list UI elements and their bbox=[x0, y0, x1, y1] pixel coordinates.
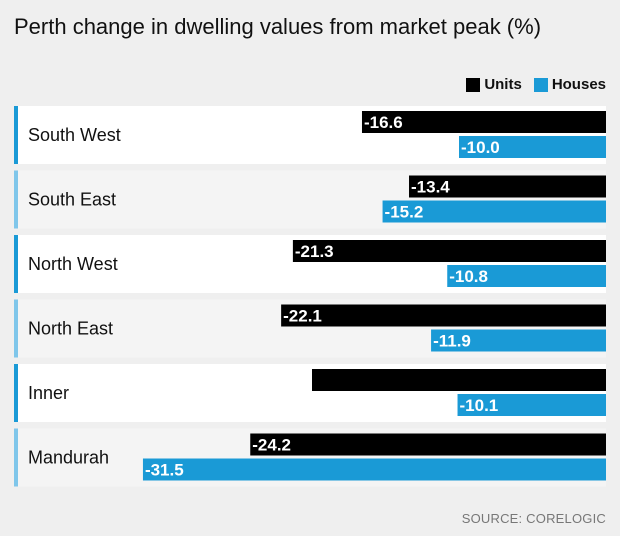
bar-units-north-west bbox=[292, 240, 606, 262]
chart-title: Perth change in dwelling values from mar… bbox=[14, 14, 542, 39]
bar-houses-south-east bbox=[382, 200, 606, 223]
bar-units-inner bbox=[312, 369, 606, 391]
row-accent-inner bbox=[14, 364, 18, 422]
legend-label-units: Units bbox=[484, 76, 522, 93]
bar-units-mandurah bbox=[250, 433, 606, 456]
bar-houses-north-west bbox=[447, 265, 606, 287]
data-label-houses-south-west: -10.0 bbox=[461, 138, 500, 157]
row-accent-south-east bbox=[14, 170, 18, 229]
bar-units-north-east bbox=[281, 304, 606, 327]
legend-item-houses: Houses bbox=[533, 76, 606, 93]
category-label-south-west: South West bbox=[28, 125, 121, 145]
bar-units-south-east bbox=[409, 175, 606, 198]
bar-houses-south-west bbox=[459, 136, 606, 158]
category-label-inner: Inner bbox=[28, 383, 69, 403]
data-label-houses-inner: -10.1 bbox=[460, 396, 499, 415]
row-accent-south-west bbox=[14, 106, 18, 164]
data-label-units-south-west: -16.6 bbox=[364, 113, 403, 132]
data-label-houses-south-east: -15.2 bbox=[385, 203, 424, 222]
legend-swatch-houses bbox=[533, 77, 548, 92]
legend-item-units: Units bbox=[466, 76, 522, 93]
source-note: SOURCE: CORELOGIC bbox=[461, 511, 606, 526]
row-accent-north-west bbox=[14, 235, 18, 293]
data-label-units-north-east: -22.1 bbox=[283, 307, 322, 326]
category-label-north-east: North East bbox=[28, 319, 113, 339]
bar-units-south-west bbox=[361, 111, 606, 133]
data-label-houses-north-west: -10.8 bbox=[449, 267, 488, 286]
category-label-north-west: North West bbox=[28, 254, 118, 274]
data-label-houses-north-east: -11.9 bbox=[433, 332, 471, 351]
legend-swatch-units bbox=[466, 77, 481, 92]
data-label-units-south-east: -13.4 bbox=[411, 178, 450, 197]
data-label-units-north-west: -21.3 bbox=[295, 242, 334, 261]
chart-legend: Units Houses bbox=[460, 76, 606, 93]
row-accent-north-east bbox=[14, 299, 18, 358]
bar-houses-mandurah bbox=[142, 458, 606, 481]
category-label-south-east: South East bbox=[28, 190, 116, 210]
bar-houses-north-east bbox=[431, 329, 606, 352]
row-accent-mandurah bbox=[14, 428, 18, 487]
category-label-mandurah: Mandurah bbox=[28, 448, 109, 468]
data-label-units-mandurah: -24.2 bbox=[252, 436, 291, 455]
legend-label-houses: Houses bbox=[551, 76, 606, 93]
bar-houses-inner bbox=[457, 394, 606, 416]
data-label-houses-mandurah: -31.5 bbox=[145, 461, 184, 480]
